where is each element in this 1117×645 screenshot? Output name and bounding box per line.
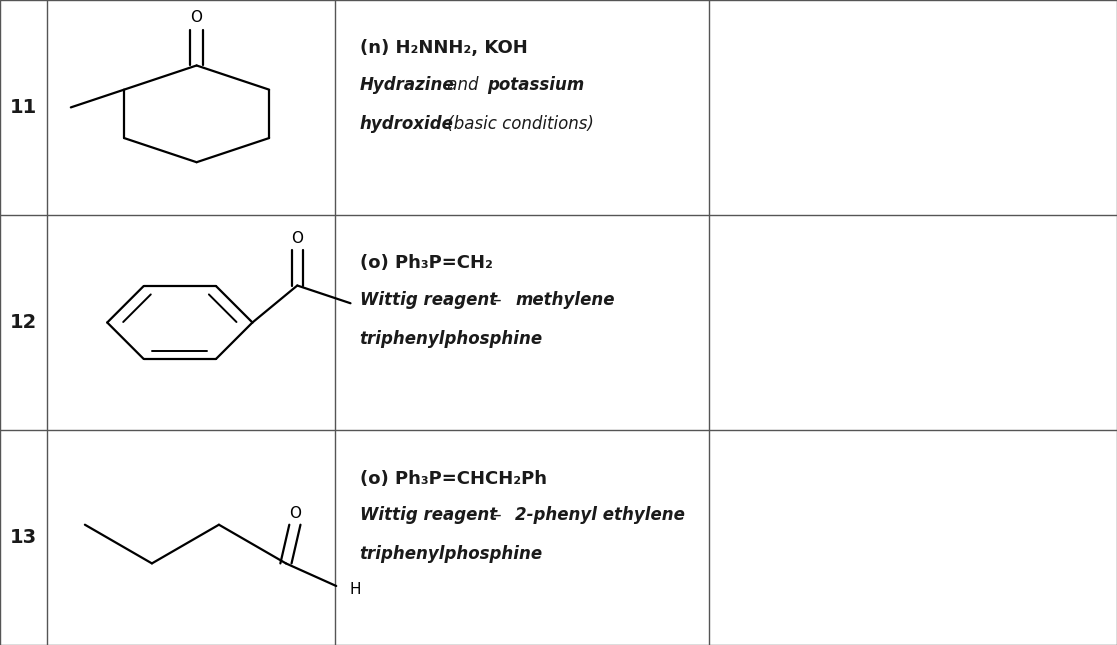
Text: O: O — [289, 506, 300, 521]
Text: Wittig reagent: Wittig reagent — [360, 506, 497, 524]
Text: O: O — [292, 231, 304, 246]
Text: (o) Ph₃P=CH₂: (o) Ph₃P=CH₂ — [360, 254, 493, 272]
Text: Wittig reagent: Wittig reagent — [360, 291, 497, 309]
Text: (basic conditions): (basic conditions) — [442, 115, 594, 132]
Text: triphenylphosphine: triphenylphosphine — [360, 330, 543, 348]
Text: 13: 13 — [10, 528, 37, 547]
Text: 2-phenyl ethylene: 2-phenyl ethylene — [515, 506, 685, 524]
Text: 12: 12 — [10, 313, 37, 332]
Text: potassium: potassium — [488, 76, 585, 94]
Text: hydroxide: hydroxide — [360, 115, 454, 132]
Text: O: O — [191, 10, 202, 25]
Text: (o) Ph₃P=CHCH₂Ph: (o) Ph₃P=CHCH₂Ph — [360, 470, 546, 488]
Text: Hydrazine: Hydrazine — [360, 76, 455, 94]
Text: (n) H₂NNH₂, KOH: (n) H₂NNH₂, KOH — [360, 39, 527, 57]
Text: –: – — [488, 506, 506, 524]
Text: 11: 11 — [10, 98, 37, 117]
Text: methylene: methylene — [515, 291, 614, 309]
Text: –: – — [488, 291, 506, 309]
Text: and: and — [442, 76, 484, 94]
Text: H: H — [350, 582, 361, 597]
Text: triphenylphosphine: triphenylphosphine — [360, 545, 543, 562]
